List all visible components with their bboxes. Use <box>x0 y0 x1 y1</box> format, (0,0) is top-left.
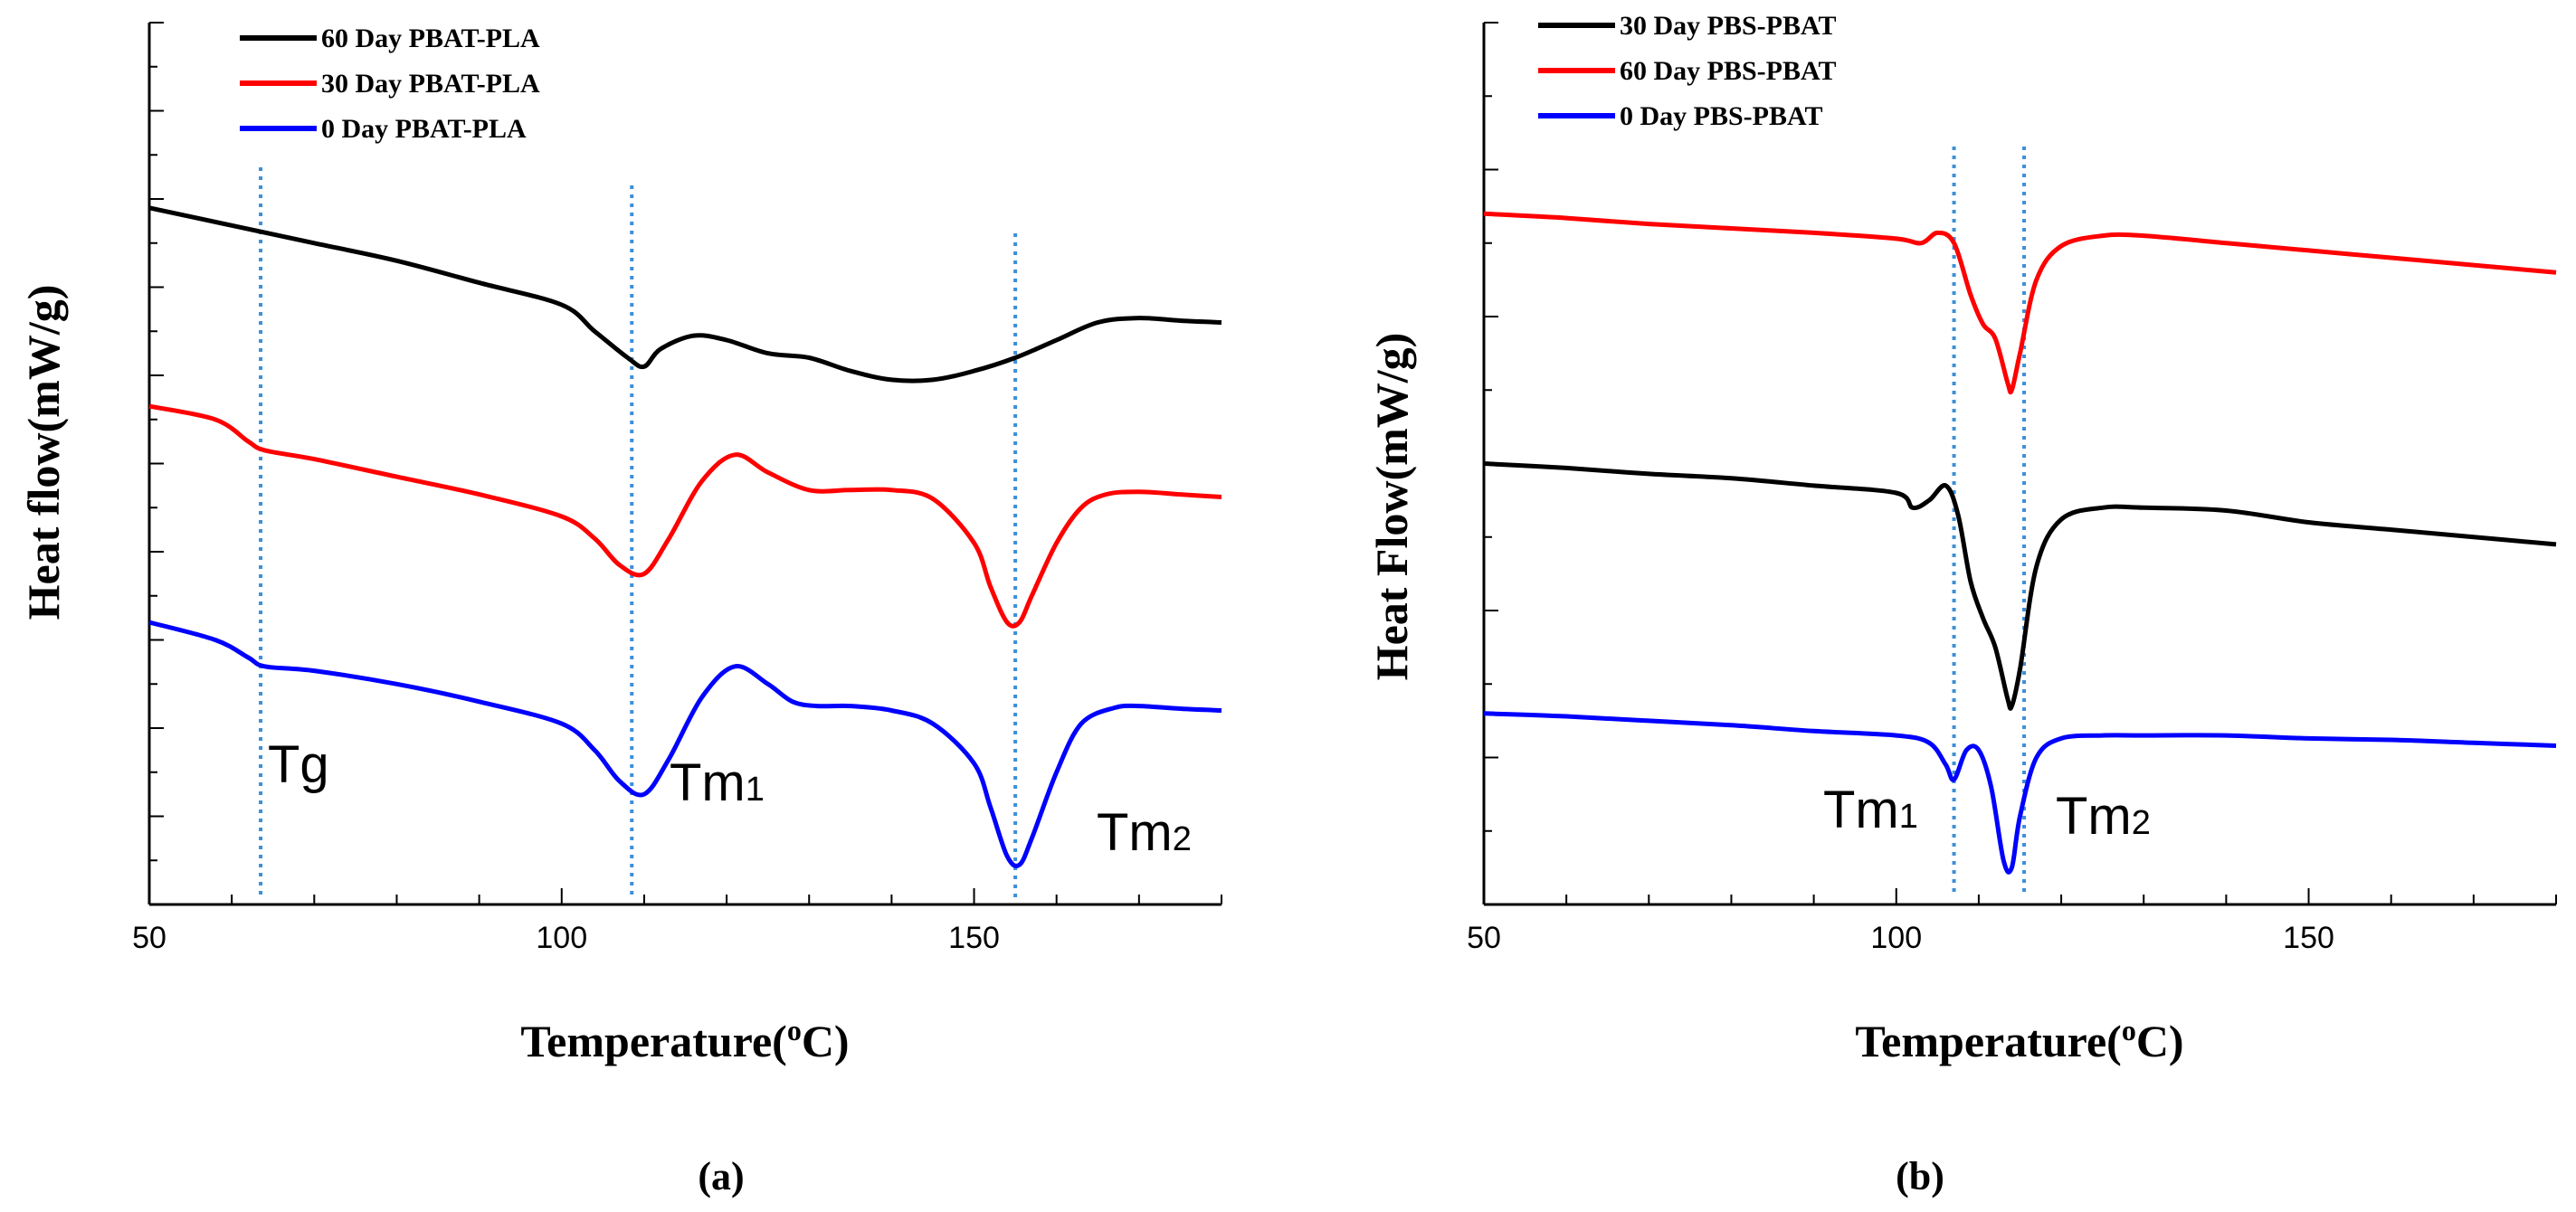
panel-b-series <box>1483 211 2557 875</box>
panel-a-y-ticks <box>149 22 164 905</box>
series-line-0-day-pbat-pla <box>148 620 1222 868</box>
panel-a-x-ticks: 50 100 150 <box>132 888 1222 955</box>
panel-b-x-axis-title: Temperature(oC) <box>1855 1014 2183 1066</box>
x-tick-label: 100 <box>536 921 587 955</box>
panel-a-annotation-tm1: Tm1 <box>670 753 765 812</box>
x-tick-label: 50 <box>132 921 166 955</box>
panel-b-label: (b) <box>1896 1154 1944 1198</box>
x-tick-label: 50 <box>1467 921 1501 955</box>
legend-label: 0 Day PBAT-PLA <box>321 114 527 144</box>
x-tick-label: 150 <box>2283 921 2334 955</box>
legend-label: 30 Day PBAT-PLA <box>321 69 540 99</box>
series-line-60-day-pbs-pbat <box>1483 211 2557 395</box>
panel-b-chart: 50 100 150 30 Day PBS-PBAT 60 Day PBS-PBAT 0… <box>1366 11 2557 1198</box>
panel-b-legend: 30 Day PBS-PBAT 60 Day PBS-PBAT 0 Day PBS-… <box>1538 11 1836 131</box>
panel-a-annotation-tg: Tg <box>268 735 329 794</box>
legend-label: 60 Day PBAT-PLA <box>321 24 540 53</box>
panel-a-chart: 50 100 150 60 Day PBAT-PLA 30 Day PBAT-PLA 0… <box>18 22 1222 1198</box>
panel-b-axes <box>1482 23 2556 906</box>
panel-a-x-axis-title: Temperature(oC) <box>520 1014 849 1066</box>
series-line-30-day-pbat-pla <box>148 403 1222 629</box>
panel-a-reference-lines <box>259 167 1018 897</box>
series-line-60-day-pbat-pla <box>148 205 1222 383</box>
series-line-0-day-pbs-pbat <box>1483 711 2557 875</box>
x-tick-label: 100 <box>1870 921 1922 955</box>
x-tick-label: 150 <box>948 921 1000 955</box>
panel-a-y-axis-title: Heat flow(mW/g) <box>18 285 69 620</box>
panel-b-annotation-tm1: Tm1 <box>1823 781 1918 839</box>
panel-b-reference-lines <box>1952 147 2027 897</box>
legend-label: 60 Day PBS-PBAT <box>1620 56 1836 86</box>
legend-label: 0 Day PBS-PBAT <box>1620 101 1822 131</box>
panel-b-y-axis-title: Heat Flow(mW/g) <box>1366 333 1417 681</box>
series-line-30-day-pbs-pbat <box>1483 461 2557 711</box>
panel-b-annotation-tm2: Tm2 <box>2056 787 2151 846</box>
panel-a-annotation-tm2: Tm2 <box>1097 803 1192 862</box>
panel-b-x-ticks: 50 100 150 <box>1467 888 2557 955</box>
legend-label: 30 Day PBS-PBAT <box>1620 11 1836 41</box>
panel-a-legend: 60 Day PBAT-PLA 30 Day PBAT-PLA 0 Day PBAT… <box>240 24 540 144</box>
panel-a-series <box>148 205 1222 868</box>
panel-a-label: (a) <box>698 1154 744 1198</box>
